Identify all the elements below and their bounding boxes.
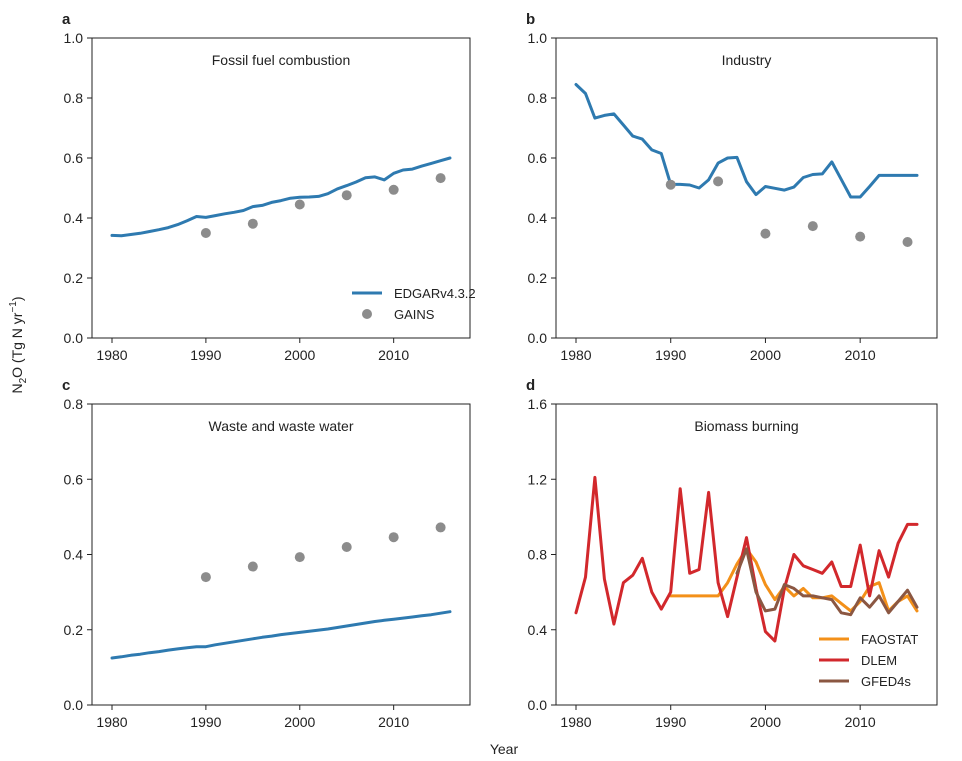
y-axis-label-sup: −1 <box>8 301 19 313</box>
x-tick-label: 2010 <box>378 714 409 730</box>
x-tick-label: 2000 <box>284 347 315 363</box>
y-tick-label: 0.0 <box>64 330 84 346</box>
series-point-gains <box>435 522 446 533</box>
panel-letter: d <box>526 377 535 394</box>
y-tick-label: 0.2 <box>528 270 548 286</box>
x-tick-label: 1980 <box>96 714 127 730</box>
series-point-gains <box>807 221 818 232</box>
panel-title: Waste and waste water <box>209 418 354 434</box>
x-tick-label: 1980 <box>560 347 591 363</box>
legend-swatch-marker <box>362 309 372 319</box>
x-tick-label: 2000 <box>284 714 315 730</box>
series-point-gains <box>665 179 676 190</box>
y-tick-label: 1.6 <box>528 396 548 412</box>
panel-b: b Industry 0.0 0.2 0.4 0.6 0.8 1.0 1980 1990 2000 2… <box>526 11 938 363</box>
plot-frame <box>555 37 938 339</box>
y-tick-label: 1.2 <box>528 471 548 487</box>
y-tick-label: 0.6 <box>528 150 548 166</box>
plot-frame <box>91 403 471 706</box>
y-axis-label-close: ) <box>9 296 25 301</box>
plot-frame <box>91 37 471 339</box>
series-point-gains <box>294 199 305 210</box>
legend: FAOSTAT DLEM GFED4s <box>819 632 918 689</box>
x-tick-label: 2010 <box>845 347 876 363</box>
series-point-gains <box>341 190 352 201</box>
panel-c: c Waste and waste water 0.0 0.2 0.4 0.6 0.8 198… <box>62 377 471 730</box>
y-tick-label: 0.6 <box>64 471 84 487</box>
panel-letter: b <box>526 11 535 28</box>
series-line-gfed4s <box>735 547 919 617</box>
x-tick-label: 1990 <box>655 714 686 730</box>
y-tick-label: 0.8 <box>64 396 84 412</box>
y-tick-label: 0.4 <box>528 210 548 226</box>
series-point-gains <box>294 552 305 563</box>
y-tick-label: 1.0 <box>528 30 548 46</box>
legend-label: DLEM <box>861 653 897 668</box>
y-tick-label: 0.4 <box>64 547 84 563</box>
y-tick-label: 0.8 <box>528 90 548 106</box>
panel-a: a Fossil fuel combustion 0.0 0.2 0.4 0.6 0.8 1.… <box>62 11 476 363</box>
series-point-gains <box>435 173 446 184</box>
series-line-edgarv4-3-2 <box>110 156 452 238</box>
legend-label: GFED4s <box>861 674 911 689</box>
y-tick-label: 0.8 <box>528 547 548 563</box>
series-point-gains <box>200 228 211 238</box>
chart-panels: a Fossil fuel combustion 0.0 0.2 0.4 0.6 0.8 1.… <box>62 11 938 730</box>
y-tick-label: 0.0 <box>528 697 548 713</box>
x-axis-label: Year <box>490 741 519 757</box>
series-point-gains <box>247 218 258 229</box>
series-point-gains <box>200 572 211 583</box>
series-point-gains <box>388 184 399 195</box>
x-tick-label: 1980 <box>96 347 127 363</box>
x-tick-label: 2000 <box>750 347 781 363</box>
series-point-gains <box>902 237 913 247</box>
panel-title: Fossil fuel combustion <box>212 52 351 68</box>
x-tick-label: 2000 <box>750 714 781 730</box>
x-tick-label: 1990 <box>655 347 686 363</box>
y-tick-label: 1.0 <box>64 30 84 46</box>
panel-letter: a <box>62 11 71 28</box>
series-point-gains <box>341 541 352 552</box>
x-tick-label: 2010 <box>378 347 409 363</box>
panel-d: d Biomass burning 0.0 0.4 0.8 1.2 1.6 1980 1990 2… <box>526 377 938 730</box>
y-tick-label: 0.6 <box>64 150 84 166</box>
x-tick-label: 1990 <box>190 714 221 730</box>
legend-label: GAINS <box>394 307 435 322</box>
y-tick-label: 0.8 <box>64 90 84 106</box>
y-tick-label: 0.0 <box>528 330 548 346</box>
y-axis-label: N2O (Tg N yr−1) <box>8 296 29 393</box>
y-tick-label: 0.0 <box>64 697 84 713</box>
legend-label: EDGARv4.3.2 <box>394 286 476 301</box>
legend-label: FAOSTAT <box>861 632 918 647</box>
y-tick-label: 0.4 <box>64 210 84 226</box>
x-tick-label: 1980 <box>560 714 591 730</box>
series-line-dlem <box>574 475 919 643</box>
y-tick-label: 0.2 <box>64 270 84 286</box>
y-axis-label-tail: O (Tg N yr <box>9 312 25 378</box>
x-tick-label: 2010 <box>845 714 876 730</box>
series-point-gains <box>247 561 258 572</box>
panel-title: Biomass burning <box>694 418 798 434</box>
panel-title: Industry <box>722 52 772 68</box>
y-axis-label-sub: 2 <box>18 377 29 383</box>
series-point-gains <box>388 532 399 543</box>
legend: EDGARv4.3.2 GAINS <box>352 286 476 322</box>
series-point-gains <box>713 176 724 187</box>
y-tick-label: 0.4 <box>528 622 548 638</box>
series-point-gains <box>855 231 866 242</box>
x-tick-label: 1990 <box>190 347 221 363</box>
series-line-edgarv4-3-2 <box>110 610 452 660</box>
series-line-faostat <box>669 547 919 613</box>
svg-text:N2O (Tg N yr−1): N2O (Tg N yr−1) <box>8 296 29 393</box>
series-point-gains <box>760 228 771 239</box>
y-axis-label-main: N <box>9 383 25 393</box>
panel-letter: c <box>62 377 70 394</box>
series-line-edgarv4-3-2 <box>574 83 919 199</box>
y-tick-label: 0.2 <box>64 622 84 638</box>
